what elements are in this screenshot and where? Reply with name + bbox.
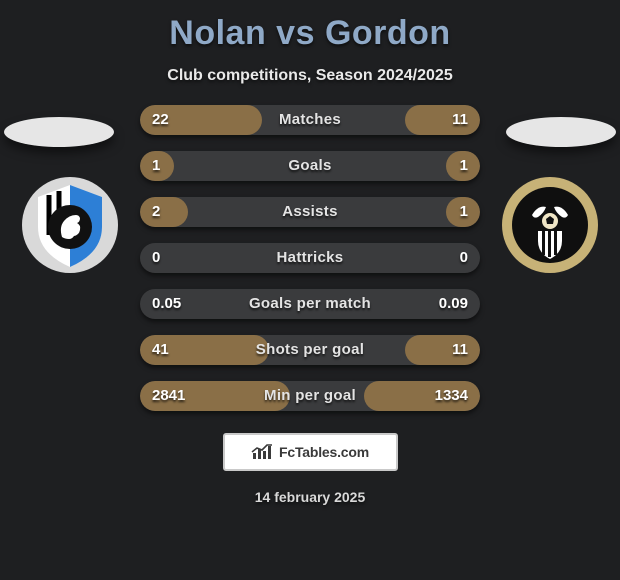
comparison-panel: Matches2211Goals11Assists21Hattricks00Go… bbox=[0, 105, 620, 411]
stat-value-left: 22 bbox=[152, 105, 169, 135]
brand-plate[interactable]: FcTables.com bbox=[223, 433, 398, 471]
stat-label: Matches bbox=[140, 105, 480, 135]
stat-row: Shots per goal41 11 bbox=[140, 335, 480, 365]
club-badge-right bbox=[500, 175, 600, 275]
date-label: 14 february 2025 bbox=[0, 489, 620, 505]
stat-label: Goals per match bbox=[140, 289, 480, 319]
stat-label: Min per goal bbox=[140, 381, 480, 411]
page-title: Nolan vs Gordon bbox=[0, 14, 620, 53]
stat-row: Goals per match0.05 0.09 bbox=[140, 289, 480, 319]
stat-value-left: 0.05 bbox=[152, 289, 181, 319]
stat-row: Goals1 1 bbox=[140, 151, 480, 181]
stat-value-left: 1 bbox=[152, 151, 160, 181]
halo-right bbox=[506, 117, 616, 147]
stat-label: Hattricks bbox=[140, 243, 480, 273]
stat-value-left: 2 bbox=[152, 197, 160, 227]
halo-left bbox=[4, 117, 114, 147]
stat-rows: Matches2211Goals11Assists21Hattricks00Go… bbox=[140, 105, 480, 411]
stat-value-right: 11 bbox=[452, 335, 468, 365]
stat-value-left: 0 bbox=[152, 243, 160, 273]
stat-value-right: 0.09 bbox=[439, 289, 468, 319]
stat-label: Goals bbox=[140, 151, 480, 181]
stat-value-left: 41 bbox=[152, 335, 169, 365]
stat-value-right: 11 bbox=[452, 105, 468, 135]
stat-value-right: 1334 bbox=[435, 381, 468, 411]
club-badge-left bbox=[20, 175, 120, 275]
stat-value-right: 1 bbox=[460, 151, 468, 181]
stat-label: Shots per goal bbox=[140, 335, 480, 365]
brand-chart-icon bbox=[251, 443, 273, 461]
brand-label: FcTables.com bbox=[279, 444, 369, 460]
stat-row: Hattricks0 0 bbox=[140, 243, 480, 273]
stat-row: Min per goal2841 1334 bbox=[140, 381, 480, 411]
stat-row: Matches22 11 bbox=[140, 105, 480, 135]
stat-value-left: 2841 bbox=[152, 381, 185, 411]
subtitle: Club competitions, Season 2024/2025 bbox=[0, 67, 620, 85]
stat-value-right: 0 bbox=[460, 243, 468, 273]
stat-row: Assists2 1 bbox=[140, 197, 480, 227]
stat-label: Assists bbox=[140, 197, 480, 227]
stat-value-right: 1 bbox=[460, 197, 468, 227]
